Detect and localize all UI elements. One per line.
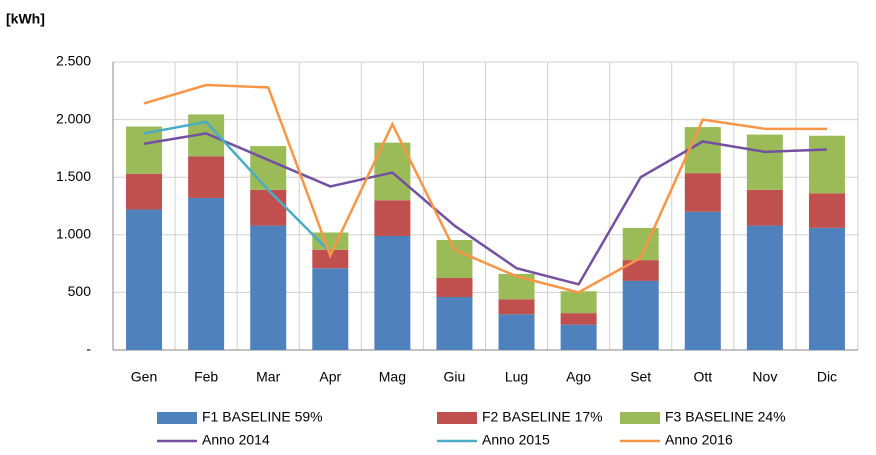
x-tick-label: Nov [752,369,777,385]
bar-segment [808,193,845,228]
x-tick-label: Dic [817,369,837,385]
bar-segment [684,173,721,212]
bar-segment [250,189,287,226]
legend-swatch [157,412,197,424]
bar-segment [436,239,473,278]
bar-segment [746,225,783,350]
x-tick-label: Ago [566,369,591,385]
legend-label: F1 BASELINE 59% [202,409,323,425]
x-tick-label: Apr [319,369,341,385]
legend-swatch [437,412,477,424]
legend-label: F3 BASELINE 24% [665,409,786,425]
y-tick-label: 500 [68,283,92,299]
x-tick-label: Set [630,369,651,385]
x-tick-label: Gen [131,369,157,385]
bar-segment [188,156,225,198]
x-tick-label: Lug [505,369,528,385]
bar-segment [498,299,535,315]
legend-label: Anno 2014 [202,432,270,448]
line-series [143,120,332,253]
bar-segment [374,200,411,236]
bar-segment [560,324,597,350]
x-tick-label: Mar [256,369,280,385]
bar-segment [250,146,287,190]
bar-segment [808,135,845,194]
bar-segment [746,189,783,226]
y-tick-label: 1.000 [56,226,91,242]
bar-segment [498,273,535,300]
bar-segment [312,268,349,350]
bar-segment [126,126,163,174]
y-tick-label: 2.000 [56,110,91,126]
bar-segment [684,127,721,174]
bar-segment [808,227,845,350]
y-axis-label: [kWh] [6,11,45,27]
bar-segment [312,249,349,269]
bar-segment [436,297,473,350]
y-tick-label: 2.500 [56,53,91,69]
bar-segment [126,173,163,210]
bar-segment [684,211,721,350]
bar-segment [436,278,473,298]
y-tick-label: - [86,341,91,357]
legend-swatch [620,412,660,424]
bar-segment [250,225,287,350]
legend-label: Anno 2015 [482,432,550,448]
legend-label: Anno 2016 [665,432,733,448]
line-series [143,132,828,286]
bar-segment [498,314,535,350]
line-series [143,83,827,294]
bar-segment [622,280,659,350]
legend-label: F2 BASELINE 17% [482,409,603,425]
bar-segment [560,313,597,325]
bar-segment [560,291,597,314]
bar-segment [188,197,225,350]
y-tick-label: 1.500 [56,168,91,184]
x-tick-label: Ott [693,369,712,385]
bar-segment [622,260,659,281]
x-tick-label: Mag [379,369,406,385]
bar-segment [126,209,163,350]
x-tick-label: Feb [194,369,218,385]
bar-segment [374,235,411,350]
x-tick-label: Giu [444,369,466,385]
bar-segment [746,134,783,190]
